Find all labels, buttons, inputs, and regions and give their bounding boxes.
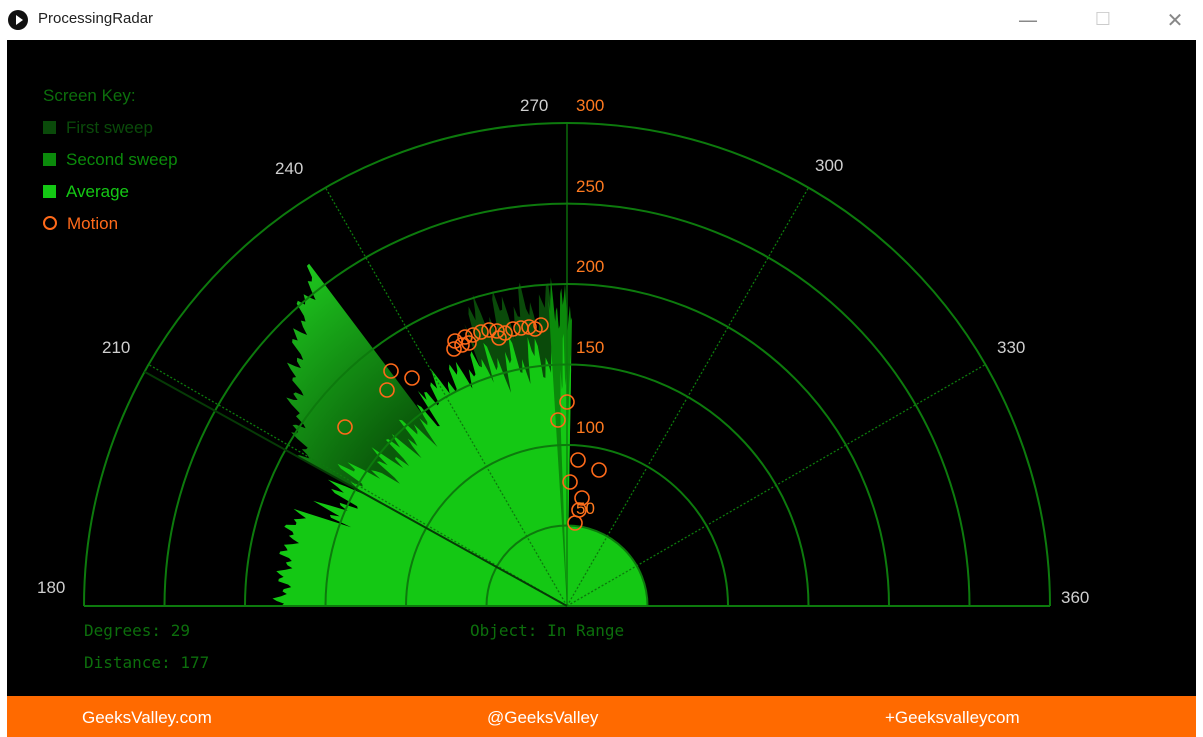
radar-display: 180 210 240 270 300 330 360 50 100 150 2…: [37, 96, 1089, 607]
angle-label-240: 240: [275, 159, 303, 178]
average-spike: [560, 333, 572, 606]
motion-marker: [383, 363, 399, 379]
average-near-disc: [567, 526, 647, 606]
motion-marker: [574, 490, 590, 506]
angle-label-360: 360: [1061, 588, 1089, 607]
radar-grid: [83, 122, 1051, 607]
minimize-icon[interactable]: —: [1018, 8, 1038, 32]
motion-marker: [562, 474, 578, 490]
motion-marker: [491, 330, 507, 346]
footer-gplus-link[interactable]: +Geeksvalleycom: [885, 708, 1020, 727]
angle-label-180: 180: [37, 578, 65, 597]
distance-label-300: 300: [576, 96, 604, 115]
footer-website-link[interactable]: GeeksValley.com: [82, 708, 212, 727]
spoke-330: [566, 363, 986, 607]
motion-marker: [446, 341, 462, 357]
degrees-readout: Degrees: 29: [84, 621, 190, 640]
motion-marker: [591, 462, 607, 478]
motion-markers: [337, 317, 607, 531]
motion-marker: [465, 327, 481, 343]
footer-bar: GeeksValley.com @GeeksValley +Geeksvalle…: [7, 696, 1196, 737]
title-bar: ProcessingRadar — ☐ ✕: [0, 0, 1203, 40]
footer-twitter-link[interactable]: @GeeksValley: [487, 708, 599, 727]
motion-marker: [550, 412, 566, 428]
second-sweep-swatch: [43, 153, 56, 166]
spoke-300: [566, 187, 810, 607]
motion-marker: [461, 335, 477, 351]
motion-marker: [379, 382, 395, 398]
distance-label-150: 150: [576, 338, 604, 357]
distance-label-100: 100: [576, 418, 604, 437]
sweep-needle: [144, 370, 568, 607]
radar-canvas: 180 210 240 270 300 330 360 50 100 150 2…: [7, 40, 1196, 696]
distance-label-250: 250: [576, 177, 604, 196]
distance-label-50: 50: [576, 499, 595, 518]
motion-marker: [570, 452, 586, 468]
screen-key-title: Screen Key:: [43, 86, 136, 105]
spoke-210: [148, 363, 568, 607]
motion-marker: [567, 515, 583, 531]
motion-marker: [481, 322, 497, 338]
distance-readout: Distance: 177: [84, 653, 210, 672]
play-icon: [8, 10, 28, 30]
angle-label-300: 300: [815, 156, 843, 175]
sweep-layer: [272, 263, 647, 606]
angle-label-330: 330: [997, 338, 1025, 357]
key-item-average: Average: [43, 182, 129, 202]
maximize-icon[interactable]: ☐: [1094, 9, 1112, 30]
motion-marker: [454, 337, 470, 353]
motion-marker: [404, 370, 420, 386]
key-item-second-sweep: Second sweep: [43, 150, 178, 170]
key-item-motion: Motion: [43, 214, 118, 234]
motion-marker: [337, 419, 353, 435]
first-sweep-swatch: [43, 121, 56, 134]
motion-marker: [559, 394, 575, 410]
motion-marker: [521, 319, 537, 335]
key-item-first-sweep: First sweep: [43, 118, 153, 138]
angle-label-210: 210: [102, 338, 130, 357]
motion-circle-icon: [43, 216, 57, 230]
average-swatch: [43, 185, 56, 198]
average-sweep-fill: [272, 327, 567, 606]
motion-marker: [533, 317, 549, 333]
window-title: ProcessingRadar: [38, 10, 154, 27]
distance-label-200: 200: [576, 257, 604, 276]
close-icon[interactable]: ✕: [1166, 8, 1184, 32]
object-status: Object: In Range: [470, 621, 625, 640]
motion-marker: [473, 324, 489, 340]
spoke-240: [324, 187, 568, 607]
angle-label-270: 270: [520, 96, 548, 115]
motion-marker: [489, 323, 505, 339]
motion-marker: [505, 321, 521, 337]
